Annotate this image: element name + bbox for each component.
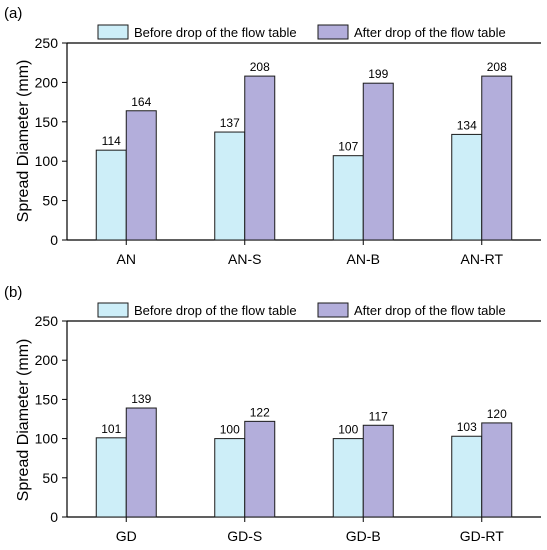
data-label: 122 [250,405,270,419]
bar [95,149,127,241]
data-label: 100 [220,423,240,437]
legend-swatch [97,24,129,40]
y-tick-label: 0 [50,509,58,525]
data-label: 117 [369,409,388,423]
bar [125,110,157,241]
legend-swatch [317,302,349,318]
legend-swatch [97,302,129,318]
y-axis-label: Spread Diameter (mm) [15,339,32,502]
x-tick-label: GD-S [227,528,262,544]
y-tick-label: 0 [50,232,58,248]
y-tick-label: 50 [42,470,58,486]
panel-label: (b) [4,284,22,301]
y-tick-label: 200 [35,74,59,90]
data-label: 134 [457,118,477,132]
data-label: 139 [131,392,151,406]
data-label: 100 [338,423,358,437]
legend-swatch [317,24,349,40]
bar [95,437,127,518]
y-tick-label: 200 [35,352,59,368]
y-tick-label: 150 [35,114,59,130]
y-tick-label: 250 [35,313,59,329]
bar [481,422,513,518]
data-label: 164 [131,95,151,109]
y-tick-label: 100 [35,153,59,169]
data-label: 137 [220,116,240,130]
bar [481,75,513,241]
data-label: 107 [338,140,358,154]
panel-label: (a) [4,5,22,22]
y-tick-label: 100 [35,431,59,447]
bar [362,424,394,518]
bar [244,75,276,241]
y-tick-label: 250 [35,35,59,51]
bar [125,407,157,518]
legend-label: After drop of the flow table [354,303,506,318]
x-tick-label: AN-RT [460,251,503,267]
legend-label: After drop of the flow table [354,25,506,40]
y-axis-label: Spread Diameter (mm) [15,60,32,223]
bar [214,438,246,518]
legend-label: Before drop of the flow table [134,25,297,40]
bar [362,82,394,241]
x-tick-label: AN [117,251,136,267]
data-label: 208 [250,60,270,74]
bar [244,420,276,518]
data-label: 101 [101,422,121,436]
x-tick-label: AN-B [347,251,380,267]
bar [451,435,483,518]
y-tick-label: 50 [42,193,58,209]
bar [332,155,364,241]
data-label: 199 [368,67,388,81]
data-label: 103 [457,420,477,434]
x-tick-label: GD [116,528,137,544]
data-label: 120 [487,407,507,421]
x-tick-label: GD-B [346,528,381,544]
y-tick-label: 150 [35,391,59,407]
x-tick-label: AN-S [228,251,261,267]
bar [332,438,364,518]
bar [451,133,483,241]
x-tick-label: GD-RT [460,528,505,544]
data-label: 208 [487,60,507,74]
data-label: 114 [102,134,121,148]
legend-label: Before drop of the flow table [134,303,297,318]
bar [214,131,246,241]
